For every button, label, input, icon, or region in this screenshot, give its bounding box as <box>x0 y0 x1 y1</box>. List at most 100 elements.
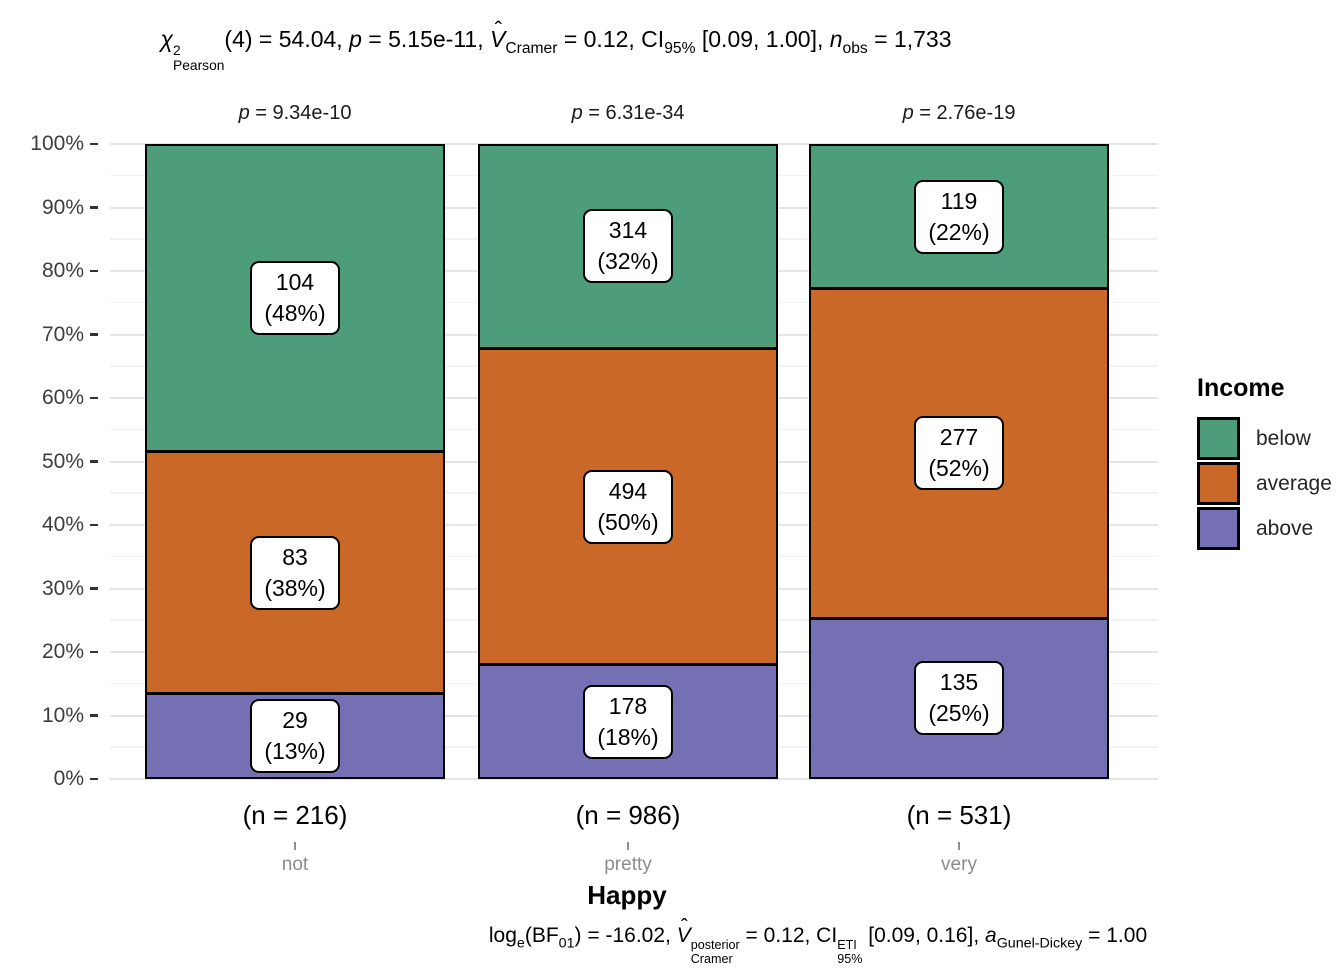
y-axis-tick-label: 80% <box>41 259 84 282</box>
y-axis-tick <box>90 587 98 590</box>
stat-subscript: Cramer <box>690 951 733 966</box>
y-axis-tick-label: 70% <box>41 322 84 346</box>
stat-text: = 0.12, CI <box>739 924 838 947</box>
y-axis-tick-label: 100% <box>30 132 84 155</box>
segment-percent: (50%) <box>597 508 659 535</box>
bar-segment-average-not: 83 (38%) <box>147 449 443 693</box>
stat-text: p <box>349 26 362 52</box>
n-label: (n = 986) <box>575 800 681 830</box>
y-axis-tick <box>90 142 98 146</box>
stats-subtitle: χ 2 Pearson (4) = 54.04, p = 5.15e-11, ˆ VCr… <box>160 17 952 73</box>
stat-text: = 1.00 <box>1082 924 1148 947</box>
stat-text: = 1,733 <box>867 26 952 52</box>
legend-entry-average: average <box>1197 462 1332 505</box>
stat-text: [0.09, 1.00], <box>695 26 830 52</box>
x-axis-category-label: pretty <box>604 854 652 875</box>
bar-segment-above-not: 29 (13%) <box>147 692 443 777</box>
bar-very: 119 (22%) 277 (52%) 135 (25%) <box>809 144 1109 779</box>
segment-percent: (38%) <box>264 574 326 601</box>
p-value-label: p = 9.34e-10 <box>239 102 352 125</box>
segment-count: 494 <box>608 477 648 504</box>
y-axis-tick <box>90 396 98 400</box>
stat-text: 01 <box>558 935 575 952</box>
x-axis-title: Happy <box>587 880 667 910</box>
y-axis-tick-label: 20% <box>41 640 84 663</box>
p-value-label: p = 6.31e-34 <box>572 102 685 125</box>
hat-accent: ˆ <box>494 17 503 43</box>
segment-label: 119 (22%) <box>914 179 1004 254</box>
legend-key-average <box>1197 462 1240 505</box>
stat-text: 95% <box>664 39 696 57</box>
stat-text: (BF <box>524 924 559 947</box>
segment-count: 119 <box>940 187 978 214</box>
segment-count: 29 <box>282 707 308 734</box>
segment-label: 29 (13%) <box>250 699 340 774</box>
stat-text: = 6.31e-34 <box>582 102 685 124</box>
stat-text: p <box>902 102 914 124</box>
bar-pretty: 314 (32%) 494 (50%) 178 (18%) <box>478 144 778 779</box>
stat-text: = 9.34e-10 <box>249 102 352 124</box>
y-axis-tick <box>90 269 98 273</box>
stat-text: [0.09, 0.16], <box>862 924 985 947</box>
segment-percent: (22%) <box>928 218 990 245</box>
stat-text: (4) = 54.04, <box>224 26 350 52</box>
segment-label: 178 (18%) <box>583 684 673 759</box>
stat-text: χ <box>160 26 174 52</box>
x-axis-category-label: very <box>941 854 977 875</box>
x-axis-tick <box>957 842 961 850</box>
stat-subscript: Pearson <box>173 57 225 73</box>
stat-subscript: 95% <box>837 951 863 966</box>
legend-label: above <box>1256 516 1314 540</box>
segment-count: 277 <box>939 424 979 451</box>
stat-text: n <box>829 26 843 52</box>
bar-segment-below-not: 104 (48%) <box>147 146 443 450</box>
gridline-major <box>110 778 1158 780</box>
segment-percent: (52%) <box>928 455 990 482</box>
legend-key-below <box>1197 417 1240 460</box>
legend-title: Income <box>1197 374 1285 402</box>
segment-count: 314 <box>608 217 648 244</box>
y-axis-tick <box>90 523 98 527</box>
bar-segment-below-very: 119 (22%) <box>811 146 1107 288</box>
stat-text: Gunel-Dickey <box>996 935 1083 952</box>
n-label: (n = 531) <box>906 800 1012 830</box>
y-axis-tick-label: 90% <box>41 195 84 219</box>
y-axis-tick-label: 40% <box>41 513 84 536</box>
segment-count: 178 <box>608 692 648 719</box>
segment-percent: (18%) <box>597 723 659 750</box>
stat-text: a <box>985 924 997 947</box>
segment-label: 104 (48%) <box>250 260 340 335</box>
y-axis-tick <box>90 206 98 209</box>
y-axis-tick <box>90 333 98 336</box>
segment-label: 83 (38%) <box>250 535 340 610</box>
stat-text: = 2.76e-19 <box>913 102 1016 124</box>
segment-percent: (25%) <box>928 700 990 727</box>
stat-superscript: ETI <box>837 937 857 952</box>
segment-count: 135 <box>939 669 979 696</box>
bar-segment-above-pretty: 178 (18%) <box>480 663 776 777</box>
segment-percent: (13%) <box>264 738 326 765</box>
stat-superscript: 2 <box>173 42 181 58</box>
legend-entry-above: above <box>1197 507 1332 550</box>
stat-text: p <box>571 102 583 124</box>
segment-percent: (32%) <box>597 248 659 275</box>
legend-entries: below average above <box>1197 417 1332 550</box>
stat-text: e <box>516 935 525 952</box>
y-axis-tick <box>90 460 98 463</box>
legend-entry-below: below <box>1197 417 1332 460</box>
stat-text: obs <box>842 39 868 57</box>
y-axis-tick-label: 10% <box>41 703 84 727</box>
bar-segment-average-pretty: 494 (50%) <box>480 346 776 664</box>
stat-superscript: posterior <box>690 937 740 952</box>
plot-area: 104 (48%) 83 (38%) 29 (13%) 314 (32%) 494 (50%) 17… <box>110 143 1158 780</box>
segment-percent: (48%) <box>264 299 326 326</box>
stat-text: = 5.15e-11, <box>361 26 490 52</box>
segment-label: 277 (52%) <box>914 416 1004 491</box>
x-axis-tick <box>293 842 297 850</box>
bar-not: 104 (48%) 83 (38%) 29 (13%) <box>145 144 445 779</box>
bar-segment-average-very: 277 (52%) <box>811 287 1107 617</box>
y-axis-tick-label: 50% <box>41 449 84 473</box>
stat-stack: 2 Pearson <box>173 43 224 73</box>
